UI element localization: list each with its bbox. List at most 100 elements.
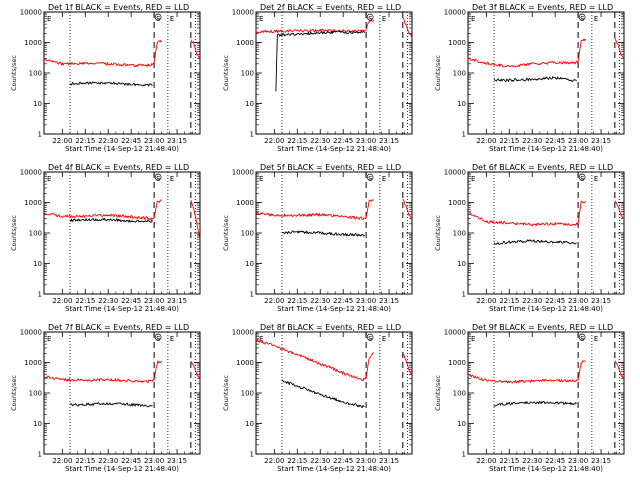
marker-label-e: E <box>382 15 386 23</box>
y-tick-label: 1000 <box>24 39 42 47</box>
marker-label-e: S <box>368 335 373 343</box>
panel-title: Det 1f BLACK = Events, RED = LLD <box>48 3 189 12</box>
x-tick-label: 22:30 <box>98 137 118 145</box>
y-tick-label: 10 <box>33 100 42 108</box>
x-tick-label: 23:15 <box>167 457 187 465</box>
y-axis-label: Counts/sec <box>222 375 230 411</box>
lld-rate-line <box>614 37 625 59</box>
x-axis-label: Start Time (14-Sep-12 21:48:40) <box>489 465 603 473</box>
x-axis-label: Start Time (14-Sep-12 21:48:40) <box>277 305 391 313</box>
lld-rate-line <box>190 39 201 59</box>
marker-label-e: S <box>156 175 161 183</box>
marker-label-s: E <box>471 175 475 183</box>
marker-label-e: S <box>580 175 585 183</box>
panel-title: Det 4f BLACK = Events, RED = LLD <box>48 163 189 172</box>
x-tick-label: 23:00 <box>568 137 588 145</box>
x-tick-label: 22:45 <box>333 457 353 465</box>
marker-label-e: E <box>594 15 598 23</box>
plot-frame <box>467 11 625 135</box>
events-rate-line <box>69 402 153 408</box>
events-rate-line <box>69 217 153 223</box>
x-tick-label: 22:45 <box>121 457 141 465</box>
x-tick-label: 23:15 <box>591 457 611 465</box>
plot-frame <box>255 11 413 135</box>
x-tick-label: 22:00 <box>476 137 496 145</box>
x-axis-label: Start Time (14-Sep-12 21:48:40) <box>65 305 179 313</box>
plot-frame <box>467 171 625 295</box>
y-tick-label: 1000 <box>24 359 42 367</box>
marker-circle <box>154 13 162 21</box>
marker-label-e: S <box>368 15 373 23</box>
y-tick-label: 10 <box>457 100 466 108</box>
lld-rate-line <box>614 200 625 219</box>
x-tick-label: 23:15 <box>379 297 399 305</box>
marker-label-s: E <box>47 15 51 23</box>
y-tick-label: 1 <box>462 131 466 139</box>
events-rate-line <box>281 379 365 409</box>
x-tick-label: 22:15 <box>499 137 519 145</box>
x-tick-label: 22:30 <box>310 137 330 145</box>
x-tick-label: 22:30 <box>98 457 118 465</box>
marker-circle <box>578 333 586 341</box>
x-tick-label: 22:45 <box>121 137 141 145</box>
plot-frame <box>43 331 201 455</box>
marker-label-e: E <box>382 175 386 183</box>
x-axis-label: Start Time (14-Sep-12 21:48:40) <box>489 145 603 153</box>
panel-title: Det 8f BLACK = Events, RED = LLD <box>260 323 401 332</box>
x-tick-label: 23:15 <box>167 137 187 145</box>
x-tick-label: 22:00 <box>52 297 72 305</box>
panel-det-3: Det 3f BLACK = Events, RED = LLD 1 10 100 10… <box>434 3 625 153</box>
x-tick-label: 22:45 <box>333 137 353 145</box>
x-tick-label: 23:00 <box>568 297 588 305</box>
marker-circle <box>578 173 586 181</box>
marker-label-e: E <box>594 335 598 343</box>
marker-label-e: S <box>156 335 161 343</box>
lld-rate-line <box>255 199 374 221</box>
y-axis-label: Counts/sec <box>10 55 18 91</box>
y-axis-label: Counts/sec <box>434 215 442 251</box>
y-tick-label: 10 <box>245 100 254 108</box>
y-tick-label: 10 <box>33 260 42 268</box>
marker-label-e: S <box>580 335 585 343</box>
lld-rate-line <box>402 198 413 219</box>
panel-det-2: Det 2f BLACK = Events, RED = LLD 1 10 100 10… <box>222 3 413 153</box>
x-tick-label: 22:15 <box>287 297 307 305</box>
y-axis-label: Counts/sec <box>222 55 230 91</box>
plot-frame <box>467 331 625 455</box>
y-tick-label: 10000 <box>444 329 466 337</box>
marker-label-e: S <box>156 15 161 23</box>
x-tick-label: 22:45 <box>545 457 565 465</box>
y-tick-label: 1000 <box>236 199 254 207</box>
y-tick-label: 10000 <box>20 9 42 17</box>
x-tick-label: 22:00 <box>264 137 284 145</box>
marker-circle <box>154 333 162 341</box>
y-tick-label: 100 <box>241 230 254 238</box>
panel-det-4: Det 4f BLACK = Events, RED = LLD 1 10 100 10… <box>10 163 201 313</box>
y-tick-label: 1000 <box>236 359 254 367</box>
y-tick-label: 1 <box>38 291 42 299</box>
panel-title: Det 2f BLACK = Events, RED = LLD <box>260 3 401 12</box>
y-tick-label: 100 <box>29 230 42 238</box>
panel-title: Det 3f BLACK = Events, RED = LLD <box>472 3 613 12</box>
marker-label-e: E <box>170 175 174 183</box>
y-tick-label: 1000 <box>448 359 466 367</box>
x-tick-label: 22:45 <box>545 297 565 305</box>
x-tick-label: 23:00 <box>144 297 164 305</box>
x-tick-label: 22:15 <box>499 297 519 305</box>
y-tick-label: 1000 <box>448 199 466 207</box>
lld-rate-line <box>255 19 375 34</box>
panel-title: Det 6f BLACK = Events, RED = LLD <box>472 163 613 172</box>
events-rate-line <box>493 76 577 82</box>
x-tick-label: 22:15 <box>499 457 519 465</box>
panel-det-9: Det 9f BLACK = Events, RED = LLD 1 10 100 10… <box>434 323 625 473</box>
x-tick-label: 22:15 <box>75 137 95 145</box>
y-tick-label: 1 <box>38 451 42 459</box>
y-axis-label: Counts/sec <box>434 55 442 91</box>
y-axis-label: Counts/sec <box>10 375 18 411</box>
y-tick-label: 100 <box>241 70 254 78</box>
y-tick-label: 10000 <box>444 9 466 17</box>
y-tick-label: 10 <box>457 260 466 268</box>
y-tick-label: 1 <box>250 451 254 459</box>
marker-label-s: E <box>471 15 475 23</box>
events-rate-line <box>493 400 577 407</box>
